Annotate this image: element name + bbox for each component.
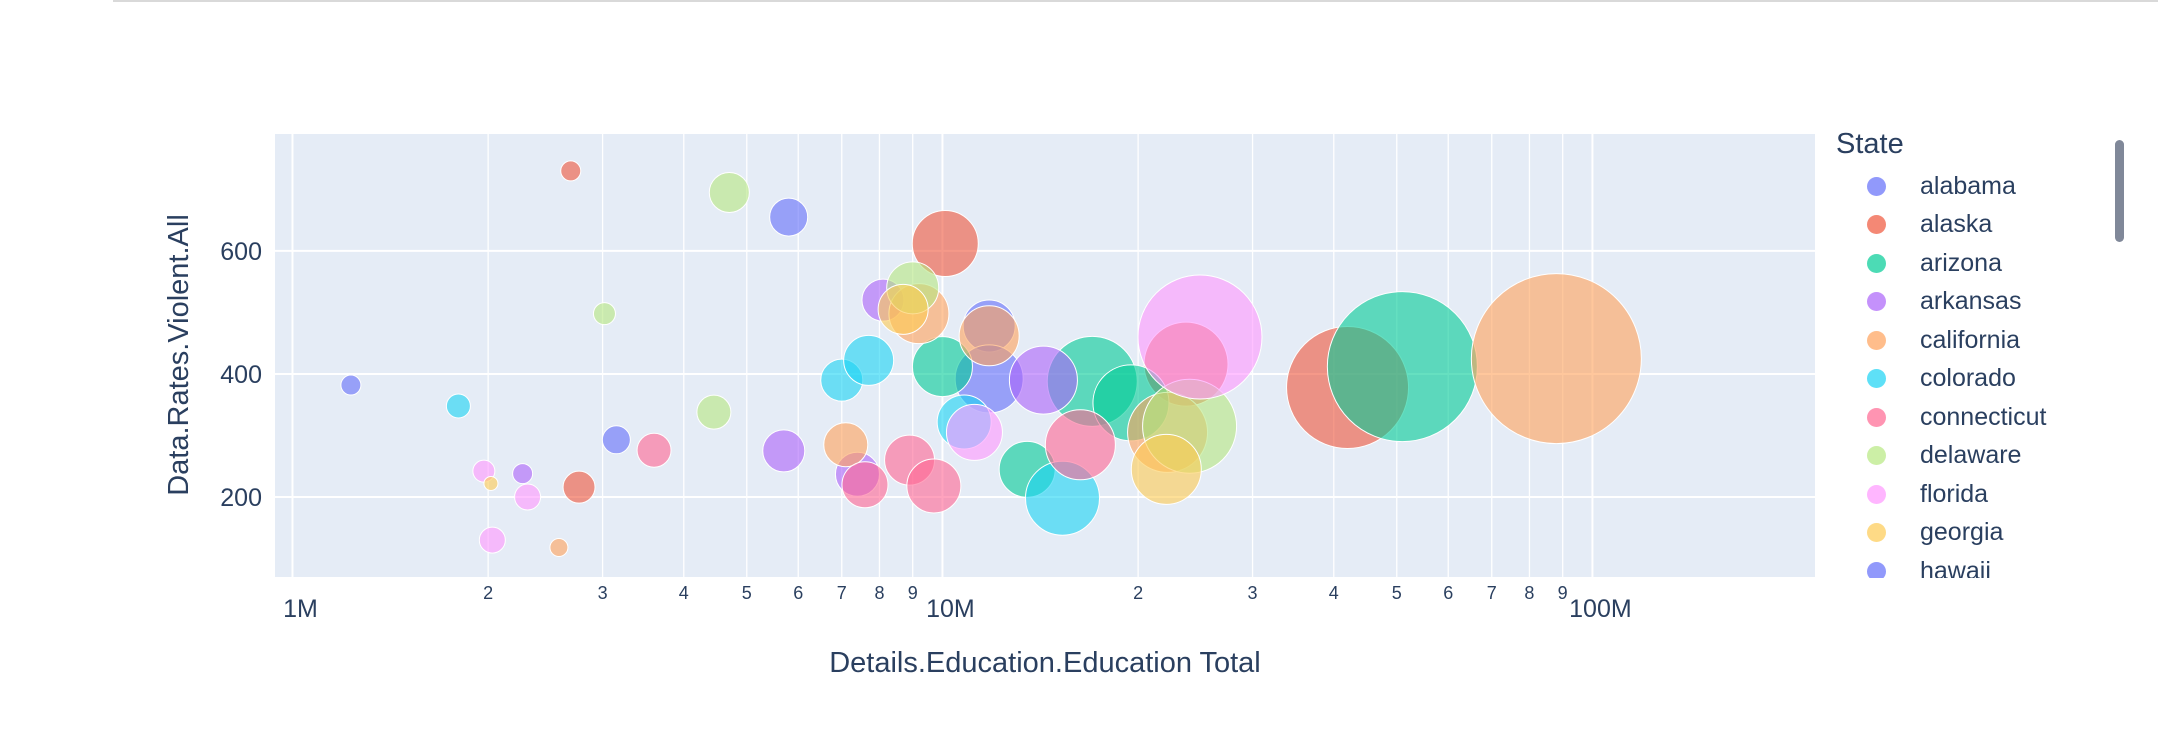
x-tick-label: 5 [1392, 583, 1402, 603]
x-tick-label: 10M [926, 595, 975, 623]
x-tick-label: 4 [679, 583, 689, 603]
legend-marker-icon [1867, 176, 1886, 196]
legend-item-alaska[interactable]: alaska [1836, 206, 2136, 245]
legend-item-alabama[interactable]: alabama [1836, 167, 2136, 206]
bubble-georgia[interactable] [877, 283, 929, 335]
legend-label: california [1920, 325, 2021, 354]
bubble-arizona[interactable] [1326, 291, 1478, 443]
y-tick-label: 200 [220, 484, 262, 512]
bubble-alaska[interactable] [562, 470, 596, 504]
legend-item-hawaii[interactable]: hawaii [1836, 552, 2136, 578]
bubble-alabama[interactable] [340, 374, 362, 396]
legend-label: georgia [1920, 518, 2004, 547]
bubble-arizona[interactable] [911, 336, 973, 398]
legend-label: arkansas [1920, 287, 2022, 316]
y-tick-labels: 200 400 600 [220, 238, 262, 512]
x-tick-label: 2 [1133, 583, 1143, 603]
legend-item-connecticut[interactable]: connecticut [1836, 398, 2136, 437]
x-tick-label: 8 [874, 583, 884, 603]
legend-scrollbar[interactable] [2115, 140, 2124, 242]
legend-item-delaware[interactable]: delaware [1836, 437, 2136, 476]
bubble-georgia[interactable] [1130, 433, 1202, 505]
legend-item-arizona[interactable]: arizona [1836, 244, 2136, 283]
x-tick-label: 6 [793, 583, 803, 603]
bubble-connecticut[interactable] [636, 432, 672, 468]
bubble-california[interactable] [1470, 273, 1642, 445]
legend-item-colorado[interactable]: colorado [1836, 360, 2136, 399]
bubble-florida[interactable] [1137, 274, 1263, 400]
x-tick-label: 100M [1569, 595, 1632, 623]
x-tick-label: 3 [1248, 583, 1258, 603]
bubble-california[interactable] [549, 537, 569, 557]
bubble-alabama[interactable] [601, 425, 631, 455]
x-tick-label: 2 [483, 583, 493, 603]
x-tick-label: 6 [1443, 583, 1453, 603]
bubble-california[interactable] [958, 305, 1020, 367]
x-axis-title: Details.Education.Education Total [829, 647, 1261, 679]
bubble-arkansas[interactable] [512, 463, 534, 485]
legend-marker-icon [1867, 253, 1886, 273]
bubble-alabama[interactable] [769, 197, 809, 237]
legend-marker-icon [1867, 215, 1886, 235]
bubbles-layer [340, 160, 1642, 557]
legend-label: delaware [1920, 441, 2022, 470]
legend-label: alabama [1920, 171, 2016, 200]
bubble-california[interactable] [823, 422, 869, 468]
x-tick-label: 7 [837, 583, 847, 603]
legend-marker-icon [1867, 292, 1886, 312]
bubble-connecticut[interactable] [1044, 409, 1116, 481]
bubble-florida[interactable] [514, 483, 542, 511]
x-tick-label: 9 [908, 583, 918, 603]
legend-label: arizona [1920, 248, 2002, 277]
legend: State alabama alaska arizona arkansas califo… [1836, 128, 2136, 578]
x-tick-label: 5 [742, 583, 752, 603]
legend-marker-icon [1867, 446, 1886, 466]
x-tick-label: 3 [598, 583, 608, 603]
bubble-connecticut[interactable] [906, 458, 962, 514]
bubble-arkansas[interactable] [762, 429, 806, 473]
x-tick-label: 4 [1329, 583, 1339, 603]
bubble-alaska[interactable] [911, 210, 979, 278]
x-tick-label: 7 [1487, 583, 1497, 603]
legend-items: alabama alaska arizona arkansas california co… [1836, 167, 2136, 578]
legend-item-georgia[interactable]: georgia [1836, 514, 2136, 553]
legend-marker-icon [1867, 561, 1886, 578]
legend-label: connecticut [1920, 402, 2047, 431]
bubble-florida[interactable] [478, 526, 506, 554]
y-tick-label: 600 [220, 238, 262, 266]
legend-item-florida[interactable]: florida [1836, 475, 2136, 514]
bubble-delaware[interactable] [708, 171, 750, 213]
bubble-florida[interactable] [945, 403, 1003, 461]
bubble-colorado[interactable] [843, 334, 895, 386]
bubble-delaware[interactable] [592, 302, 616, 326]
legend-label: alaska [1920, 210, 1993, 239]
top-divider [113, 0, 2158, 2]
legend-marker-icon [1867, 523, 1886, 543]
bubble-delaware[interactable] [696, 394, 732, 430]
legend-label: hawaii [1920, 556, 1991, 578]
bubble-connecticut[interactable] [841, 461, 889, 509]
bubble-colorado[interactable] [445, 393, 471, 419]
legend-marker-icon [1867, 369, 1886, 389]
legend-marker-icon [1867, 484, 1886, 504]
x-tick-label: 8 [1524, 583, 1534, 603]
bubble-alaska[interactable] [560, 160, 582, 182]
legend-title: State [1836, 128, 1904, 160]
x-tick-label: 9 [1558, 583, 1568, 603]
legend-label: colorado [1920, 364, 2016, 393]
x-tick-label: 1M [283, 595, 318, 623]
legend-marker-icon [1867, 330, 1886, 350]
legend-item-california[interactable]: california [1836, 321, 2136, 360]
y-axis-title: Data.Rates.Violent.All [163, 214, 195, 496]
legend-label: florida [1920, 479, 1989, 508]
bubble-georgia[interactable] [483, 475, 499, 491]
y-tick-label: 400 [220, 361, 262, 389]
legend-marker-icon [1867, 407, 1886, 427]
bubble-arkansas[interactable] [1008, 345, 1078, 415]
legend-item-arkansas[interactable]: arkansas [1836, 283, 2136, 322]
